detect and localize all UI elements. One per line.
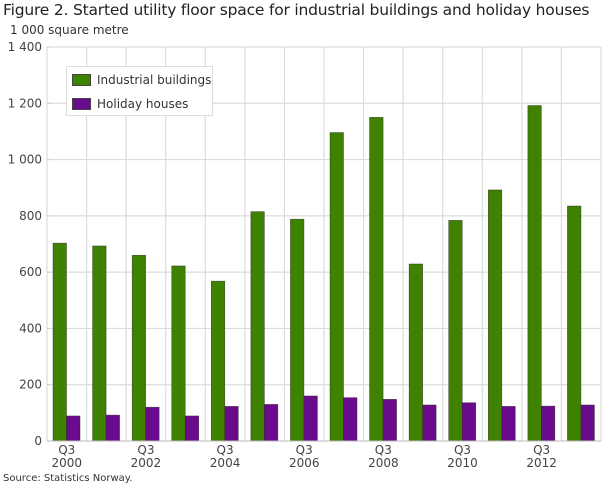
bar-industrial-q3-2007 <box>329 132 344 442</box>
y-tick-label: 400 <box>19 321 42 335</box>
x-tick-label-quarter: Q3 <box>533 443 550 457</box>
x-tick-label-year: 2000 <box>52 456 83 470</box>
x-tick-label-quarter: Q3 <box>137 443 154 457</box>
bar-holiday-q3-2012 <box>541 405 556 442</box>
bar-holiday-q3-2009 <box>422 404 437 442</box>
x-tick-label-year: 2012 <box>526 456 557 470</box>
bar-industrial-q3-2005 <box>250 211 265 442</box>
legend-item-holiday: Holiday houses <box>72 97 188 111</box>
y-axis: 0 200 400 600 800 1 000 1 200 1 400 <box>8 40 50 448</box>
legend-swatch-holiday <box>72 98 91 110</box>
bar-holiday-q3-2004 <box>224 406 239 442</box>
y-tick-label: 200 <box>19 378 42 392</box>
bar-holiday-q3-2011 <box>501 406 516 442</box>
x-axis: Q32000Q32002Q32004Q32006Q32008Q32010Q320… <box>47 440 601 470</box>
chart-title: Figure 2. Started utility floor space fo… <box>3 1 590 19</box>
y-tick-label: 1 400 <box>8 40 42 54</box>
bar-holiday-q3-2013 <box>580 404 595 442</box>
y-tick-label: 0 <box>34 434 42 448</box>
legend-item-industrial: Industrial buildings <box>72 73 211 87</box>
bar-industrial-q3-2001 <box>92 245 107 442</box>
bar-industrial-q3-2011 <box>487 189 503 442</box>
source-note: Source: Statistics Norway. <box>3 473 133 484</box>
bar-industrial-q3-2002 <box>131 254 146 442</box>
bar-holiday-q3-2006 <box>303 395 318 442</box>
y-tick-label: 600 <box>19 265 42 279</box>
bar-holiday-q3-2005 <box>264 404 279 442</box>
x-tick-label-year: 2004 <box>210 456 241 470</box>
bar-holiday-q3-2003 <box>184 415 200 442</box>
bar-industrial-q3-2006 <box>290 218 305 442</box>
bar-holiday-q3-2001 <box>105 414 120 442</box>
legend-label-industrial: Industrial buildings <box>97 73 212 87</box>
legend: Industrial buildings Holiday houses <box>66 66 213 116</box>
bar-industrial-q3-2004 <box>210 280 226 442</box>
bar-holiday-q3-2007 <box>343 397 358 442</box>
bar-industrial-q3-2008 <box>369 117 384 442</box>
bar-industrial-q3-2012 <box>527 105 542 442</box>
x-tick-label-quarter: Q3 <box>454 443 471 457</box>
x-tick-label-quarter: Q3 <box>58 443 75 457</box>
bar-industrial-q3-2013 <box>567 205 582 442</box>
bar-holiday-q3-2000 <box>66 415 81 442</box>
x-tick-label-quarter: Q3 <box>375 443 392 457</box>
bar-holiday-q3-2008 <box>382 399 397 442</box>
bar-holiday-q3-2010 <box>461 402 477 442</box>
y-tick-label: 1 200 <box>8 96 42 110</box>
legend-label-holiday: Holiday houses <box>97 97 189 111</box>
y-tick-label: 800 <box>19 209 42 223</box>
x-tick-label-quarter: Q3 <box>296 443 313 457</box>
bars <box>52 105 595 442</box>
bar-industrial-q3-2009 <box>408 263 423 442</box>
y-axis-unit-label: 1 000 square metre <box>10 23 129 37</box>
legend-swatch-industrial <box>72 74 91 86</box>
x-tick-label-year: 2002 <box>131 456 162 470</box>
bar-industrial-q3-2003 <box>171 265 186 442</box>
y-tick-label: 1 000 <box>8 153 42 167</box>
bar-industrial-q3-2000 <box>52 242 67 442</box>
bar-holiday-q3-2002 <box>145 406 160 442</box>
bar-industrial-q3-2010 <box>448 220 463 442</box>
x-tick-label-year: 2010 <box>447 456 478 470</box>
x-tick-label-year: 2008 <box>368 456 399 470</box>
x-tick-label-year: 2006 <box>289 456 320 470</box>
x-tick-label-quarter: Q3 <box>217 443 234 457</box>
